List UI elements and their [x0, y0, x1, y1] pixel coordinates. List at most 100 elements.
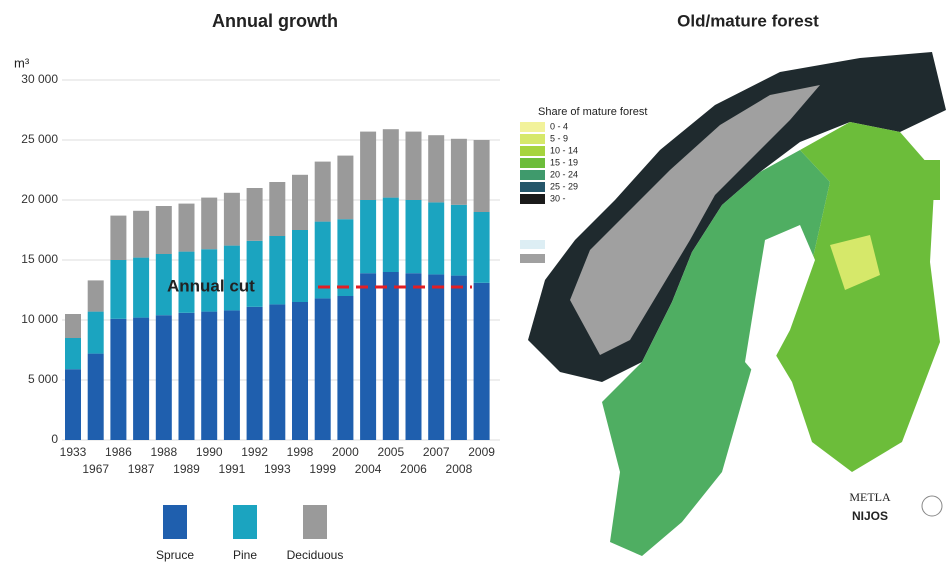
- bar-segment: [292, 302, 308, 440]
- map-legend-swatch: [520, 134, 545, 144]
- bar-segment: [450, 138, 467, 205]
- bar-segment: [292, 174, 308, 230]
- map-legend-water: [520, 240, 545, 249]
- map-legend-title: Share of mature forest: [538, 106, 647, 118]
- bar-segment: [382, 129, 399, 198]
- bar-segment: [246, 188, 263, 241]
- bar-segment: [201, 249, 218, 312]
- y-tick-label: 20 000: [21, 192, 58, 206]
- map-legend-swatch: [520, 158, 545, 168]
- bar-segment: [87, 311, 104, 354]
- logo-metla: METLA: [849, 490, 891, 504]
- bar-segment: [314, 161, 331, 222]
- bar-segment: [292, 230, 308, 302]
- logo-nijos: NIJOS: [852, 509, 888, 523]
- logo-emblem: [921, 495, 943, 517]
- x-tick-label: 2004: [355, 462, 382, 476]
- bar-segment: [155, 315, 172, 440]
- x-tick-label: 2005: [377, 445, 404, 459]
- y-axis-label: m³: [14, 55, 30, 70]
- x-tick-label: 1991: [219, 462, 246, 476]
- map-lime-patch: [830, 235, 880, 290]
- bar-segment: [133, 257, 150, 318]
- bar-segment: [405, 200, 422, 274]
- x-tick-label: 1992: [241, 445, 268, 459]
- bar-segment: [201, 311, 218, 440]
- bar-segment: [178, 312, 195, 440]
- bar-segment: [314, 221, 331, 299]
- map-sea: [745, 225, 815, 382]
- bar-segment: [473, 212, 490, 283]
- bar-segment: [269, 304, 286, 440]
- bar-segment: [155, 254, 172, 316]
- bar-segment: [405, 131, 422, 200]
- bar-segment: [201, 197, 218, 250]
- bar-segment: [87, 280, 104, 312]
- map-legend-mountain: [520, 254, 545, 263]
- x-tick-label: 1967: [82, 462, 109, 476]
- bar-segment: [473, 282, 490, 440]
- y-tick-label: 25 000: [21, 132, 58, 146]
- bar-segment: [428, 274, 445, 440]
- map-title: Old/mature forest: [677, 11, 819, 30]
- bar-segment: [155, 206, 172, 254]
- map-legend-swatch: [520, 122, 545, 132]
- x-tick-label: 2009: [468, 445, 495, 459]
- chart-title: Annual growth: [212, 11, 338, 31]
- map-legend-swatch: [520, 170, 545, 180]
- bar-segment: [428, 135, 445, 203]
- x-tick-label: 1987: [128, 462, 155, 476]
- bar-segment: [382, 197, 399, 272]
- bar-segment: [269, 182, 286, 236]
- x-tick-label: 1933: [60, 445, 87, 459]
- bar-segment: [405, 273, 422, 440]
- map-legend-label: 20 - 24: [550, 169, 578, 179]
- bar-segment: [133, 317, 150, 440]
- bar-segment: [246, 240, 263, 307]
- bar-segment: [178, 203, 195, 252]
- map-legend-swatch: [520, 182, 545, 192]
- bar-segment: [269, 236, 286, 305]
- bar-segment: [473, 140, 490, 212]
- map-legend-swatch: [520, 194, 545, 204]
- legend-swatch: [163, 505, 187, 539]
- bar-segment: [65, 338, 81, 370]
- map-finland-north: [900, 160, 940, 200]
- bar-segment: [314, 298, 331, 440]
- y-tick-label: 15 000: [21, 252, 58, 266]
- y-tick-label: 30 000: [21, 72, 58, 86]
- bar-segment: [223, 310, 240, 440]
- map-legend: 0 - 4 5 - 9 10 - 14 15 - 19 20 - 24 25 - 29 30…: [520, 121, 578, 204]
- bar-segment: [110, 260, 127, 319]
- legend-swatch: [303, 505, 327, 539]
- bar-segment: [178, 251, 195, 313]
- map-legend-label: 5 - 9: [550, 133, 568, 143]
- bar-segment: [223, 245, 240, 311]
- x-tick-label: 2000: [332, 445, 359, 459]
- bar-segment: [110, 318, 127, 440]
- bar-segment: [450, 204, 467, 276]
- y-tick-label: 0: [51, 432, 58, 446]
- x-tick-label: 1993: [264, 462, 291, 476]
- legend-label: Deciduous: [287, 548, 344, 562]
- x-tick-label: 1986: [105, 445, 132, 459]
- annotation-label: Annual cut: [167, 276, 255, 295]
- bar-segment: [360, 200, 377, 274]
- bar-segment: [87, 353, 104, 440]
- bar-segment: [360, 131, 377, 200]
- map-mountains: [570, 85, 820, 355]
- map-legend-swatch: [520, 146, 545, 156]
- map-legend-label: 30 -: [550, 193, 566, 203]
- map-legend-label: 0 - 4: [550, 121, 568, 131]
- y-tick-label: 5 000: [28, 372, 58, 386]
- map-legend-label: 25 - 29: [550, 181, 578, 191]
- bar-segment: [337, 296, 354, 440]
- map: Old/mature forest Share of mature forest…: [520, 11, 946, 556]
- bar-segment: [223, 192, 240, 246]
- bar-segment: [450, 275, 467, 440]
- x-tick-label: 1998: [287, 445, 314, 459]
- x-tick-label: 1988: [150, 445, 177, 459]
- map-legend-label: 15 - 19: [550, 157, 578, 167]
- bar-segment: [382, 272, 399, 440]
- bar-segment: [133, 210, 150, 258]
